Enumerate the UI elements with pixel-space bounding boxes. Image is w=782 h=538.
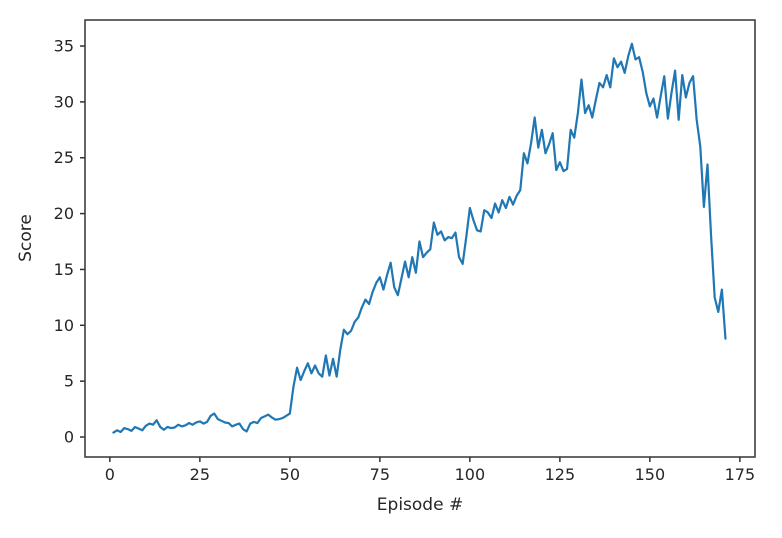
y-tick-label: 25 bbox=[54, 148, 74, 167]
x-tick-label: 75 bbox=[370, 465, 390, 484]
x-axis-label: Episode # bbox=[376, 495, 464, 515]
y-tick-label: 10 bbox=[54, 316, 74, 335]
x-tick-label: 50 bbox=[280, 465, 300, 484]
y-tick-label: 30 bbox=[54, 92, 74, 111]
x-tick-label: 150 bbox=[635, 465, 666, 484]
x-tick-label: 0 bbox=[105, 465, 115, 484]
y-tick-label: 0 bbox=[64, 428, 74, 447]
y-axis-label: Score bbox=[16, 214, 36, 262]
plot-frame bbox=[84, 19, 756, 458]
x-tick-label: 175 bbox=[725, 465, 756, 484]
x-tick-label: 25 bbox=[190, 465, 210, 484]
y-tick-label: 20 bbox=[54, 204, 74, 223]
score-series-line bbox=[112, 42, 727, 434]
x-tick-label: 125 bbox=[545, 465, 576, 484]
y-tick-label: 15 bbox=[54, 260, 74, 279]
x-tick-label: 100 bbox=[455, 465, 486, 484]
y-tick-label: 5 bbox=[64, 372, 74, 391]
y-tick-label: 35 bbox=[54, 37, 74, 56]
